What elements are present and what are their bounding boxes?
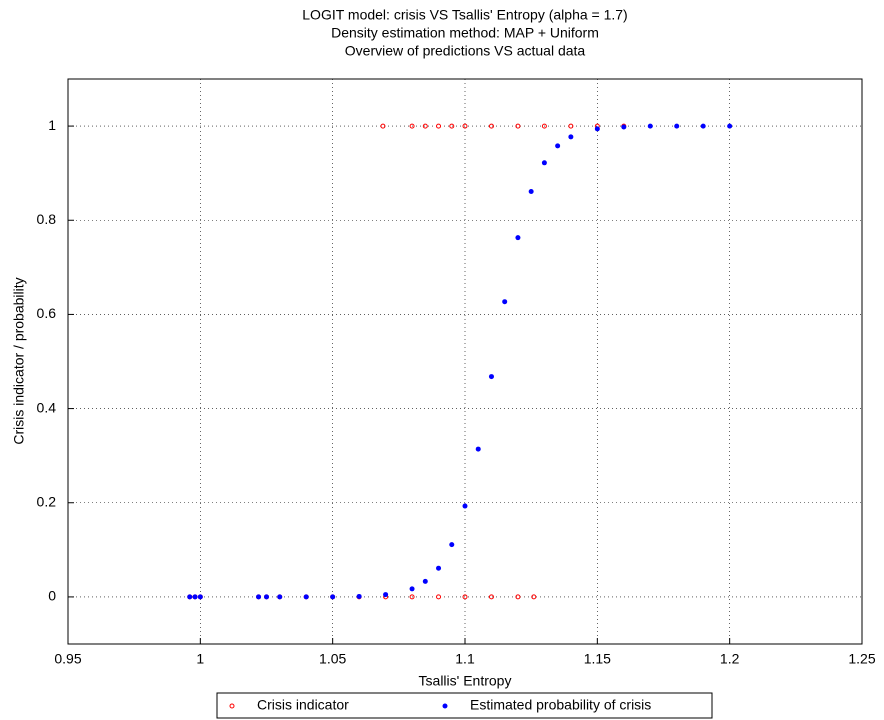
legend-box: [216, 692, 713, 719]
data-point: [528, 189, 534, 195]
data-point: [436, 565, 442, 571]
y-tick-label: 0.6: [37, 305, 57, 321]
data-point: [462, 503, 468, 509]
data-point: [462, 123, 468, 129]
y-tick-label: 1: [48, 117, 56, 133]
data-point: [197, 594, 203, 600]
y-tick-label: 0: [48, 588, 56, 604]
data-point: [462, 594, 468, 600]
data-point: [568, 134, 574, 140]
data-point: [449, 542, 455, 548]
plot-area: [68, 79, 862, 644]
legend-marker: [229, 703, 235, 709]
y-tick-label: 0.2: [37, 493, 57, 509]
x-tick-label: 1.25: [848, 651, 875, 667]
chart-title: LOGIT model: crisis VS Tsallis' Entropy …: [302, 7, 627, 23]
x-axis-label: Tsallis' Entropy: [419, 673, 512, 689]
data-point: [674, 123, 680, 129]
data-point: [192, 594, 198, 600]
data-point: [256, 594, 262, 600]
legend-marker: [442, 703, 448, 709]
legend-label: Estimated probability of crisis: [470, 697, 651, 713]
data-point: [422, 123, 428, 129]
data-point: [409, 594, 415, 600]
data-point: [594, 126, 600, 132]
data-point: [422, 578, 428, 584]
x-tick-label: 1: [196, 651, 204, 667]
data-point: [475, 446, 481, 452]
data-point: [330, 594, 336, 600]
data-point: [277, 594, 283, 600]
y-tick-label: 0.8: [37, 211, 57, 227]
data-point: [383, 592, 389, 598]
x-tick-label: 1.15: [584, 651, 611, 667]
data-point: [356, 593, 362, 599]
data-point: [502, 299, 508, 305]
x-tick-label: 1.2: [720, 651, 740, 667]
data-point: [449, 123, 455, 129]
data-point: [541, 123, 547, 129]
data-point: [541, 160, 547, 166]
data-point: [264, 594, 269, 600]
data-point: [303, 594, 309, 600]
data-point: [515, 235, 521, 241]
data-point: [555, 143, 561, 149]
data-point: [488, 123, 494, 129]
data-point: [531, 594, 537, 600]
legend-label: Crisis indicator: [257, 697, 349, 713]
data-point: [727, 123, 733, 129]
x-tick-label: 1.05: [319, 651, 346, 667]
data-point: [409, 586, 415, 592]
data-point: [488, 594, 494, 600]
y-axis-label: Crisis indicator / probability: [11, 277, 27, 444]
data-point: [568, 123, 574, 129]
data-point: [187, 594, 193, 600]
chart-title: Density estimation method: MAP + Uniform: [331, 25, 599, 41]
plot-frame: [67, 78, 863, 645]
data-point: [409, 123, 415, 129]
data-point: [436, 123, 442, 129]
y-tick-label: 0.4: [37, 399, 57, 415]
data-point: [647, 123, 653, 129]
data-point: [380, 123, 386, 129]
x-tick-label: 0.95: [54, 651, 81, 667]
data-point: [621, 124, 627, 130]
data-point: [488, 374, 494, 380]
data-point: [700, 123, 706, 129]
data-point: [515, 594, 521, 600]
data-point: [436, 594, 442, 600]
data-point: [515, 123, 521, 129]
x-tick-label: 1.1: [455, 651, 475, 667]
chart-title: Overview of predictions VS actual data: [345, 43, 586, 59]
